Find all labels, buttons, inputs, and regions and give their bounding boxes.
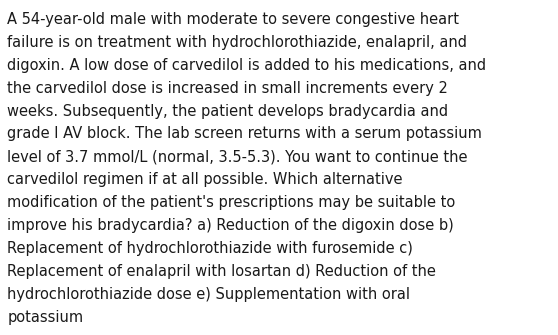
Text: the carvedilol dose is increased in small increments every 2: the carvedilol dose is increased in smal… [7,81,448,95]
Text: failure is on treatment with hydrochlorothiazide, enalapril, and: failure is on treatment with hydrochloro… [7,35,467,50]
Text: improve his bradycardia? a) Reduction of the digoxin dose b): improve his bradycardia? a) Reduction of… [7,218,454,233]
Text: modification of the patient's prescriptions may be suitable to: modification of the patient's prescripti… [7,195,455,210]
Text: digoxin. A low dose of carvedilol is added to his medications, and: digoxin. A low dose of carvedilol is add… [7,58,487,73]
Text: weeks. Subsequently, the patient develops bradycardia and: weeks. Subsequently, the patient develop… [7,104,449,119]
Text: hydrochlorothiazide dose e) Supplementation with oral: hydrochlorothiazide dose e) Supplementat… [7,287,410,302]
Text: potassium: potassium [7,310,83,325]
Text: Replacement of hydrochlorothiazide with furosemide c): Replacement of hydrochlorothiazide with … [7,241,413,256]
Text: carvedilol regimen if at all possible. Which alternative: carvedilol regimen if at all possible. W… [7,173,403,187]
Text: grade I AV block. The lab screen returns with a serum potassium: grade I AV block. The lab screen returns… [7,127,482,141]
Text: level of 3.7 mmol/L (normal, 3.5-5.3). You want to continue the: level of 3.7 mmol/L (normal, 3.5-5.3). Y… [7,149,468,164]
Text: Replacement of enalapril with losartan d) Reduction of the: Replacement of enalapril with losartan d… [7,264,436,279]
Text: A 54-year-old male with moderate to severe congestive heart: A 54-year-old male with moderate to seve… [7,12,459,27]
